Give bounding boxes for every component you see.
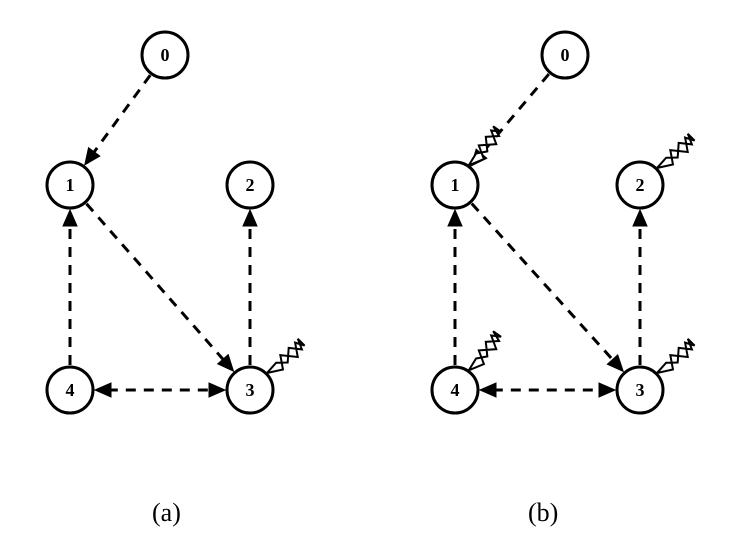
graph-node-label: 3: [636, 380, 645, 400]
graph-node-label: 1: [66, 175, 75, 195]
panel-b: 0 1 2 3 4: [432, 32, 695, 413]
edges: [448, 74, 647, 397]
graph-node-label: 4: [451, 380, 460, 400]
graph-node-label: 2: [246, 175, 255, 195]
graph-node-label: 2: [636, 175, 645, 195]
diagram-svg: 0 1 2 3 4 0 1 2 3 4: [0, 0, 738, 544]
graph-node-label: 4: [66, 380, 75, 400]
arrowhead: [599, 383, 615, 397]
lightning-bolt-icon: [657, 339, 695, 373]
panel-a: 0 1 2 3 4: [47, 32, 305, 413]
arrowhead: [448, 210, 462, 226]
panel-caption: (a): [152, 498, 181, 528]
graph-node-label: 0: [161, 45, 170, 65]
panel-caption: (b): [528, 498, 558, 528]
edges: [63, 75, 257, 397]
nodes: 0 1 2 3 4: [47, 32, 273, 413]
arrowhead: [63, 210, 77, 226]
edge-line: [92, 75, 150, 154]
arrowhead: [480, 383, 496, 397]
graph-node-label: 3: [246, 380, 255, 400]
arrowhead: [85, 148, 100, 165]
arrowhead: [633, 210, 647, 226]
arrowhead: [95, 383, 111, 397]
nodes: 0 1 2 3 4: [432, 32, 663, 413]
figure-canvas: 0 1 2 3 4 0 1 2 3 4 (a) (b): [0, 0, 738, 544]
lightning-bolt-icon: [469, 126, 501, 165]
lightning-bolt-icon: [469, 331, 501, 370]
graph-node-label: 0: [561, 45, 570, 65]
lightning-bolt-icon: [657, 134, 695, 168]
graph-node-label: 1: [451, 175, 460, 195]
bolts: [469, 126, 695, 373]
edge-line: [86, 204, 225, 362]
bolts: [267, 339, 305, 373]
lightning-bolt-icon: [267, 339, 305, 373]
arrowhead: [243, 210, 257, 226]
arrowhead: [209, 383, 225, 397]
